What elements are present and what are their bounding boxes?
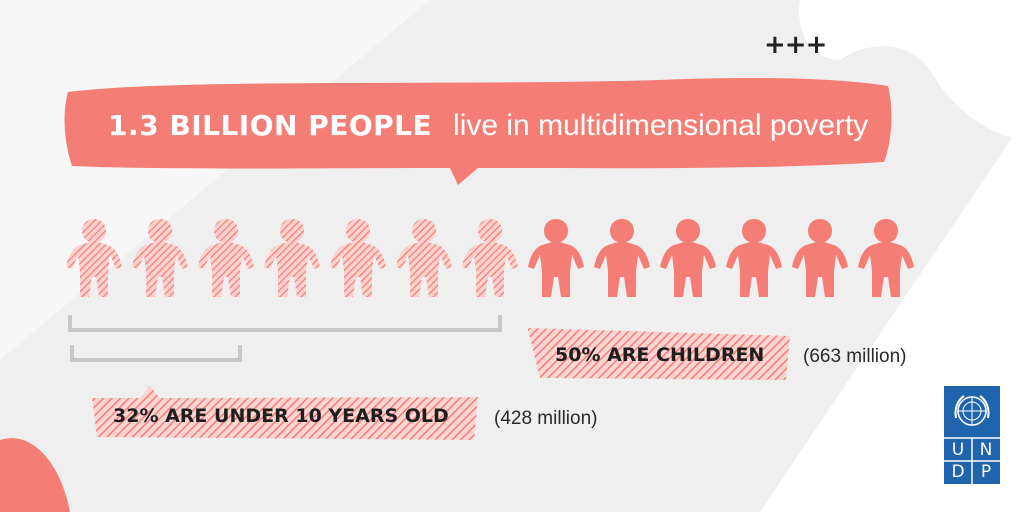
people-row [60,215,920,305]
person-icon-solid [594,219,650,297]
plus-marks-decoration: +++ [764,30,827,60]
white-blob [799,0,1024,140]
person-icon-hatched [198,219,254,297]
person-icon-solid [660,219,716,297]
under-ten-label-bg [92,386,478,440]
children-label-bg [528,328,790,380]
children-amount: (663 million) [803,346,907,367]
person-icon-solid [858,219,914,297]
coral-corner-blob [0,438,70,512]
under-ten-amount: (428 million) [494,408,598,429]
under-ten-label: 32% ARE UNDER 10 YEARS OLD [113,405,449,427]
headline-bold: 1.3 BILLION PEOPLE [108,109,433,142]
children-label: 50% ARE CHILDREN [555,344,765,366]
un-emblem-icon [954,395,990,426]
person-icon-hatched [462,219,518,297]
children-bracket [68,315,502,332]
undp-logo: U N D P [944,386,1000,484]
person-icon-hatched [396,219,452,297]
person-icon-solid [528,219,584,297]
logo-letter-d: D [951,462,965,482]
headline-rest: live in multidimensional poverty [453,109,869,142]
person-icon-hatched [330,219,386,297]
headline-text: 1.3 BILLION PEOPLE live in multidimensio… [108,106,868,143]
person-icon-solid [792,219,848,297]
logo-letter-p: P [980,462,992,482]
headline-banner [58,70,898,190]
person-icon-hatched [66,219,122,297]
person-icon-hatched [132,219,188,297]
logo-letter-n: N [979,440,993,460]
person-icon-hatched [264,219,320,297]
under-ten-bracket [70,345,242,362]
logo-letter-u: U [951,440,965,460]
person-icon-solid [726,219,782,297]
